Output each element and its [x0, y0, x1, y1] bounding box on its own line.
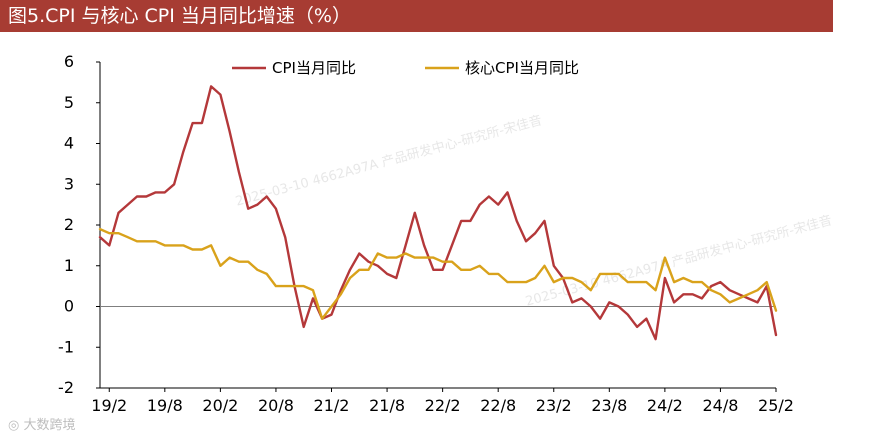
cpi-line-chart: -2 -1 0 1 2 3 4 5 6 19/2 19/8 20/2 20/8 21/2 21/8 22/2 2… — [58, 52, 794, 415]
x-tick-label: 20/2 — [202, 396, 238, 415]
y-tick-label: 4 — [64, 134, 74, 153]
chart-series — [98, 85, 778, 341]
x-tick-label: 24/8 — [702, 396, 738, 415]
chart-title-bar: 图5.CPI 与核心 CPI 当月同比增速（%） — [0, 0, 833, 32]
legend-label: 核心CPI当月同比 — [465, 59, 579, 77]
y-tick-label: 5 — [64, 93, 74, 112]
watermark-logo-text: 大数跨境 — [23, 418, 76, 433]
watermark-logo-icon: ◎ — [8, 418, 20, 433]
y-tick-label: -1 — [58, 337, 74, 356]
x-tick-label: 23/2 — [536, 396, 572, 415]
y-tick-label: 3 — [64, 174, 74, 193]
y-tick-label: 2 — [64, 215, 74, 234]
x-tick-label: 19/2 — [91, 396, 127, 415]
legend-label: CPI当月同比 — [272, 59, 356, 77]
x-tick-label: 21/2 — [314, 396, 350, 415]
watermark-logo: ◎ 大数跨境 — [8, 414, 76, 433]
cpi-series-line — [98, 85, 778, 341]
x-tick-label: 22/2 — [425, 396, 461, 415]
core-cpi-series-line — [98, 227, 778, 320]
x-tick-label: 25/2 — [758, 396, 794, 415]
x-tick-label: 19/8 — [147, 396, 183, 415]
x-tick-label: 23/8 — [591, 396, 627, 415]
y-tick-label: 0 — [64, 297, 74, 316]
y-tick-label: -2 — [58, 378, 74, 397]
y-tick-label: 6 — [64, 52, 74, 71]
y-tick-label: 1 — [64, 256, 74, 275]
x-tick-label: 20/8 — [258, 396, 294, 415]
x-tick-label: 21/8 — [369, 396, 405, 415]
x-tick-label: 22/8 — [480, 396, 516, 415]
chart-axes: -2 -1 0 1 2 3 4 5 6 19/2 19/8 20/2 20/8 21/2 21/8 22/2 2… — [58, 52, 794, 415]
chart-title: 图5.CPI 与核心 CPI 当月同比增速（%） — [8, 5, 351, 27]
chart-legend: CPI当月同比 核心CPI当月同比 — [232, 59, 579, 77]
x-tick-label: 24/2 — [647, 396, 683, 415]
